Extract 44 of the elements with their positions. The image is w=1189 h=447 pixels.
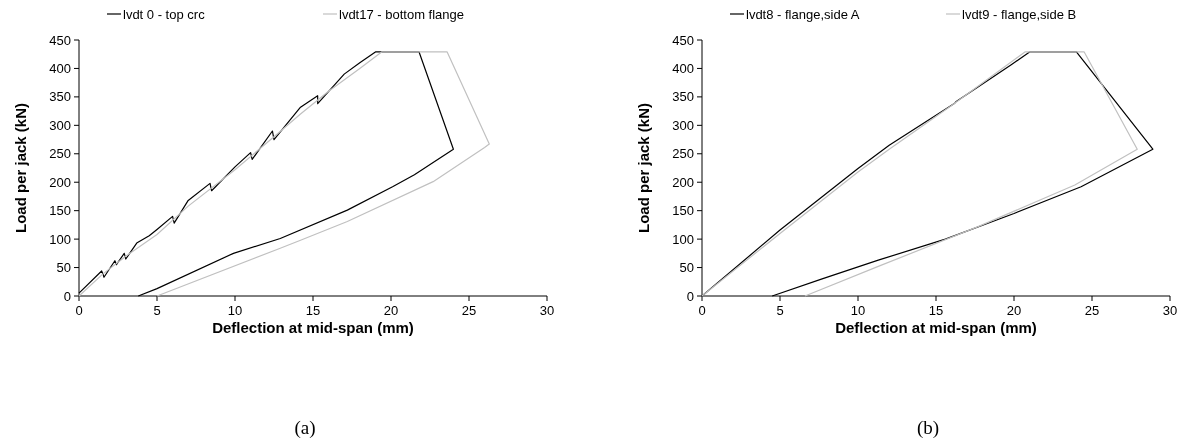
- y-tick-label: 0: [63, 288, 71, 304]
- x-tick-label: 10: [850, 303, 866, 318]
- legend-label: lvdt9 - flange,side B: [962, 7, 1077, 22]
- x-tick-label: 30: [539, 303, 555, 318]
- y-tick-label: 200: [672, 174, 694, 190]
- x-tick-label: 0: [75, 303, 83, 318]
- y-tick-label: 450: [49, 32, 71, 48]
- legend-label: lvdt 0 - top crc: [123, 7, 206, 22]
- x-axis-title: Deflection at mid-span (mm): [835, 319, 1037, 336]
- text: (b): [916, 417, 940, 439]
- y-tick-label: 350: [672, 89, 694, 105]
- y-tick-label: 350: [49, 89, 71, 105]
- y-axis-title: Load per jack (kN): [635, 102, 652, 234]
- y-tick-label: 100: [672, 231, 694, 247]
- legend-label: lvdt8 - flange,side A: [746, 7, 860, 22]
- y-tick-label: 400: [672, 60, 694, 76]
- x-tick-label: 15: [305, 303, 321, 318]
- y-tick-label: 400: [49, 60, 71, 76]
- x-axis-title: Deflection at mid-span (mm): [212, 319, 414, 336]
- y-tick-label: 150: [672, 203, 694, 219]
- y-tick-label: 100: [49, 231, 71, 247]
- y-tick-label: 250: [49, 146, 71, 162]
- y-tick-label: 450: [672, 32, 694, 48]
- x-tick-label: 25: [1084, 303, 1100, 318]
- y-tick-label: 150: [49, 203, 71, 219]
- x-tick-label: 20: [383, 303, 399, 318]
- y-tick-label: 0: [686, 288, 694, 304]
- y-tick-label: 50: [679, 260, 694, 276]
- x-tick-label: 10: [227, 303, 243, 318]
- x-tick-label: 0: [698, 303, 706, 318]
- y-tick-label: 300: [49, 117, 71, 133]
- x-tick-label: 20: [1006, 303, 1022, 318]
- y-axis-title: Load per jack (kN): [12, 102, 29, 234]
- y-tick-label: 200: [49, 174, 71, 190]
- x-tick-label: 25: [461, 303, 477, 318]
- x-tick-label: 30: [1162, 303, 1178, 318]
- y-tick-label: 300: [672, 117, 694, 133]
- y-tick-label: 50: [56, 260, 71, 276]
- x-tick-label: 15: [928, 303, 944, 318]
- legend-label: lvdt17 - bottom flange: [339, 7, 465, 22]
- text: (a): [294, 417, 316, 439]
- y-tick-label: 250: [672, 146, 694, 162]
- x-tick-label: 5: [153, 303, 161, 318]
- x-tick-label: 5: [776, 303, 784, 318]
